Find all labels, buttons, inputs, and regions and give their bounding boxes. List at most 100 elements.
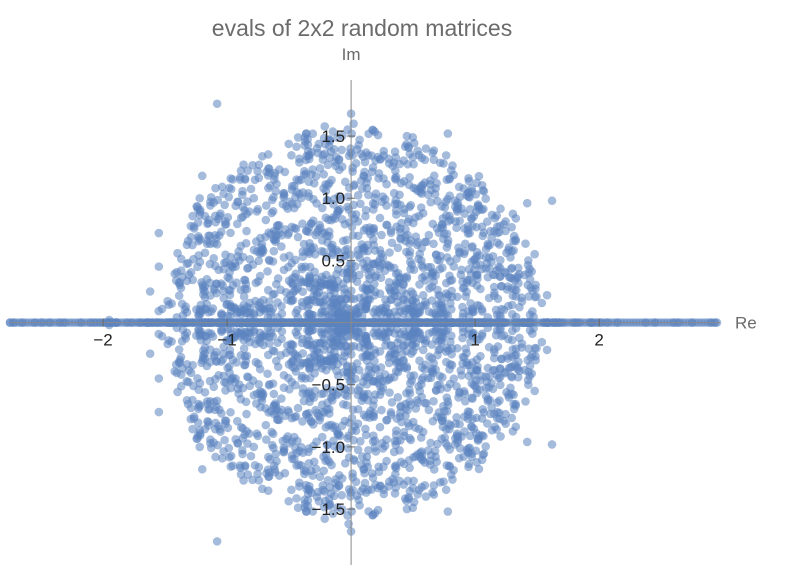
complex-eigenvalue-point xyxy=(267,307,276,317)
complex-eigenvalue-point xyxy=(240,275,249,285)
complex-eigenvalue-point xyxy=(409,265,419,275)
complex-eigenvalue-point xyxy=(390,462,400,471)
complex-eigenvalue-point xyxy=(349,200,358,210)
complex-eigenvalue-point xyxy=(363,286,372,296)
complex-eigenvalue-point xyxy=(173,248,182,258)
complex-eigenvalue-point xyxy=(241,238,251,248)
complex-eigenvalue-point xyxy=(375,213,385,223)
eigenvalue-point xyxy=(522,437,532,447)
complex-eigenvalue-point xyxy=(490,422,500,432)
complex-eigenvalue-point xyxy=(460,224,469,233)
complex-eigenvalue-point xyxy=(393,298,402,307)
complex-eigenvalue-point xyxy=(293,503,303,513)
complex-eigenvalue-point xyxy=(317,203,327,213)
complex-eigenvalue-point xyxy=(407,349,416,358)
complex-eigenvalue-point xyxy=(228,175,237,184)
complex-eigenvalue-point xyxy=(306,219,316,228)
complex-eigenvalue-point xyxy=(405,486,415,496)
eigenvalue-point xyxy=(443,129,453,138)
complex-eigenvalue-point xyxy=(303,496,313,505)
complex-eigenvalue-point xyxy=(455,389,464,398)
complex-eigenvalue-point xyxy=(363,350,372,359)
complex-eigenvalue-point xyxy=(418,180,428,190)
complex-eigenvalue-point xyxy=(221,378,231,388)
eigenvalue-point xyxy=(145,349,155,358)
complex-eigenvalue-point xyxy=(238,445,247,455)
complex-eigenvalue-point xyxy=(494,373,503,383)
complex-eigenvalue-point xyxy=(405,149,415,159)
complex-eigenvalue-point xyxy=(386,373,395,383)
complex-eigenvalue-point xyxy=(458,333,467,343)
complex-eigenvalue-point xyxy=(244,263,253,273)
complex-eigenvalue-point xyxy=(359,410,369,420)
complex-eigenvalue-point xyxy=(494,408,504,418)
complex-eigenvalue-point xyxy=(474,171,484,181)
complex-eigenvalue-point xyxy=(382,456,391,466)
complex-eigenvalue-point xyxy=(184,366,194,375)
complex-eigenvalue-point xyxy=(324,494,334,504)
complex-eigenvalue-point xyxy=(511,350,521,360)
complex-eigenvalue-point xyxy=(496,432,505,441)
complex-eigenvalue-point xyxy=(206,443,216,453)
complex-eigenvalue-point xyxy=(320,122,330,131)
complex-eigenvalue-point xyxy=(287,151,296,160)
eigenvalue-point xyxy=(197,464,207,474)
complex-eigenvalue-point xyxy=(195,257,205,267)
complex-eigenvalue-point xyxy=(504,334,513,344)
complex-eigenvalue-point xyxy=(469,212,479,221)
complex-eigenvalue-point xyxy=(302,295,312,305)
complex-eigenvalue-point xyxy=(378,253,388,262)
complex-eigenvalue-point xyxy=(277,301,286,311)
complex-eigenvalue-point xyxy=(406,200,416,210)
complex-eigenvalue-point xyxy=(467,184,477,193)
complex-eigenvalue-point xyxy=(265,468,274,477)
complex-eigenvalue-point xyxy=(269,246,279,256)
complex-eigenvalue-point xyxy=(264,255,274,265)
complex-eigenvalue-point xyxy=(324,310,333,319)
complex-eigenvalue-point xyxy=(240,205,249,215)
complex-eigenvalue-point xyxy=(357,396,367,406)
complex-eigenvalue-point xyxy=(393,393,403,402)
complex-eigenvalue-point xyxy=(290,286,300,296)
complex-eigenvalue-point xyxy=(220,200,229,210)
complex-eigenvalue-point xyxy=(221,250,230,259)
complex-eigenvalue-point xyxy=(193,202,202,211)
complex-eigenvalue-point xyxy=(304,388,313,398)
complex-eigenvalue-point xyxy=(325,178,334,188)
complex-eigenvalue-point xyxy=(283,295,292,304)
complex-eigenvalue-point xyxy=(188,424,197,434)
complex-eigenvalue-point xyxy=(304,247,313,257)
complex-eigenvalue-point xyxy=(369,223,379,233)
complex-eigenvalue-point xyxy=(268,346,278,355)
complex-eigenvalue-point xyxy=(476,351,485,361)
complex-eigenvalue-point xyxy=(355,253,364,263)
complex-eigenvalue-point xyxy=(466,337,475,347)
complex-eigenvalue-point xyxy=(511,344,521,353)
complex-eigenvalue-point xyxy=(204,218,213,228)
complex-eigenvalue-point xyxy=(484,342,494,352)
complex-eigenvalue-point xyxy=(198,282,208,292)
complex-eigenvalue-point xyxy=(318,357,327,366)
complex-eigenvalue-point xyxy=(298,301,307,311)
complex-eigenvalue-point xyxy=(393,338,402,347)
complex-eigenvalue-point xyxy=(320,345,329,354)
complex-eigenvalue-point xyxy=(507,413,516,423)
complex-eigenvalue-point xyxy=(421,492,431,501)
complex-eigenvalue-point xyxy=(399,480,408,489)
complex-eigenvalue-point xyxy=(337,421,347,431)
complex-eigenvalue-point xyxy=(311,405,320,415)
complex-eigenvalue-point xyxy=(239,160,248,169)
complex-eigenvalue-point xyxy=(382,416,391,425)
complex-eigenvalue-point xyxy=(355,383,364,392)
complex-eigenvalue-point xyxy=(402,496,411,506)
eigenvalue-point xyxy=(530,386,539,396)
complex-eigenvalue-point xyxy=(265,339,274,348)
complex-eigenvalue-point xyxy=(360,339,370,348)
complex-eigenvalue-point xyxy=(349,435,358,445)
eigenvalue-point xyxy=(402,131,412,141)
complex-eigenvalue-point xyxy=(323,476,333,485)
complex-eigenvalue-point xyxy=(483,313,493,322)
eigenvalue-point xyxy=(349,119,358,128)
complex-eigenvalue-point xyxy=(488,384,498,394)
complex-eigenvalue-point xyxy=(355,135,364,145)
